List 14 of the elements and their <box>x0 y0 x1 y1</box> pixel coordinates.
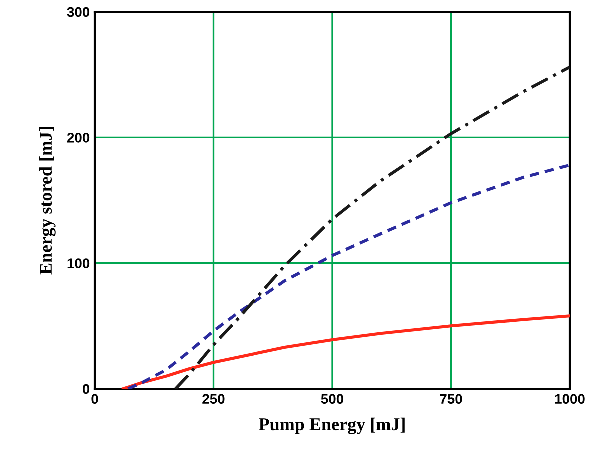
x-tick-label: 500 <box>321 394 344 404</box>
y-tick-label: 300 <box>67 7 90 18</box>
y-tick-label: 100 <box>68 258 90 269</box>
x-tick-label: 1000 <box>555 394 585 404</box>
line-series <box>126 164 570 389</box>
line-series <box>174 66 570 389</box>
y-tick-label: 0 <box>82 384 90 394</box>
y-axis-title: Energy stored [mJ] <box>39 127 56 275</box>
line-series <box>122 314 570 389</box>
x-axis-title: Pump Energy [mJ] <box>259 418 405 434</box>
x-tick-label: 250 <box>202 394 225 404</box>
x-tick-label: 0 <box>92 394 98 404</box>
y-tick-label: 200 <box>67 133 90 143</box>
x-tick-label: 750 <box>440 394 462 404</box>
